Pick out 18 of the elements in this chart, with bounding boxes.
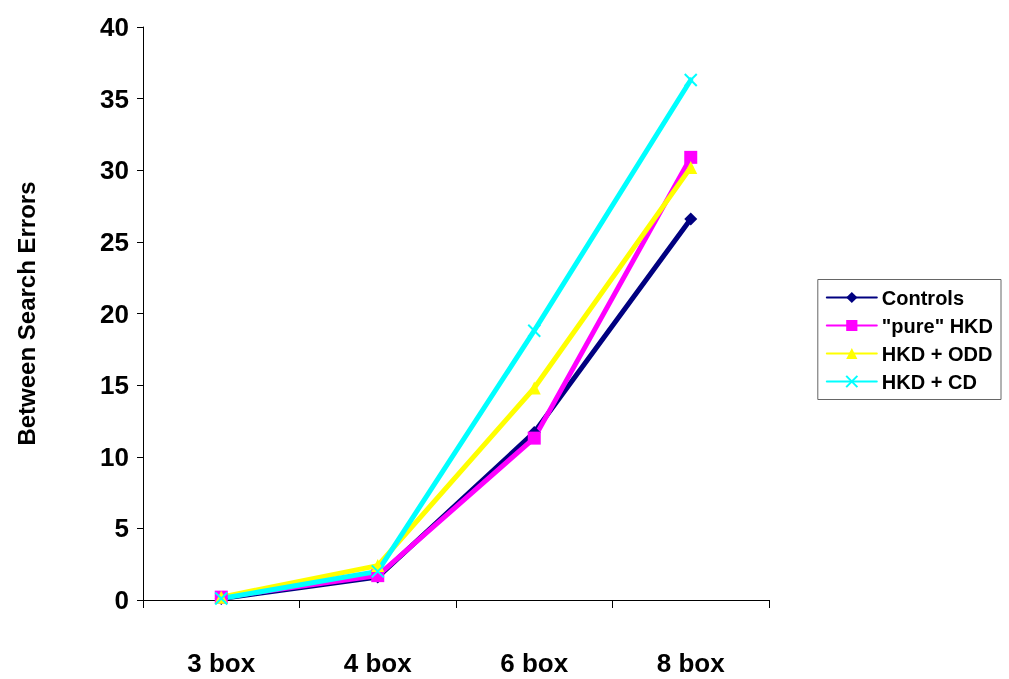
y-tick-label: 20 — [100, 298, 129, 329]
x-tick-label: 3 box — [187, 648, 256, 678]
x-tick-label: 6 box — [500, 648, 569, 678]
legend-label: HKD + CD — [881, 370, 977, 393]
y-axis-title: Between Search Errors — [12, 181, 40, 446]
y-tick-label: 5 — [114, 513, 129, 544]
legend-label: HKD + ODD — [881, 342, 993, 365]
legend-label: "pure" HKD — [881, 314, 994, 337]
y-tick-label: 0 — [114, 585, 129, 615]
y-tick-label: 15 — [100, 370, 129, 401]
y-tick-label: 40 — [100, 12, 129, 42]
legend-label: Controls — [881, 286, 965, 309]
y-tick-label: 30 — [100, 155, 129, 186]
y-tick-label: 10 — [100, 441, 129, 472]
x-tick-label: 4 box — [343, 648, 413, 678]
x-tick-label: 8 box — [656, 648, 726, 678]
y-tick-label: 25 — [100, 226, 129, 257]
y-tick-label: 35 — [100, 83, 129, 114]
